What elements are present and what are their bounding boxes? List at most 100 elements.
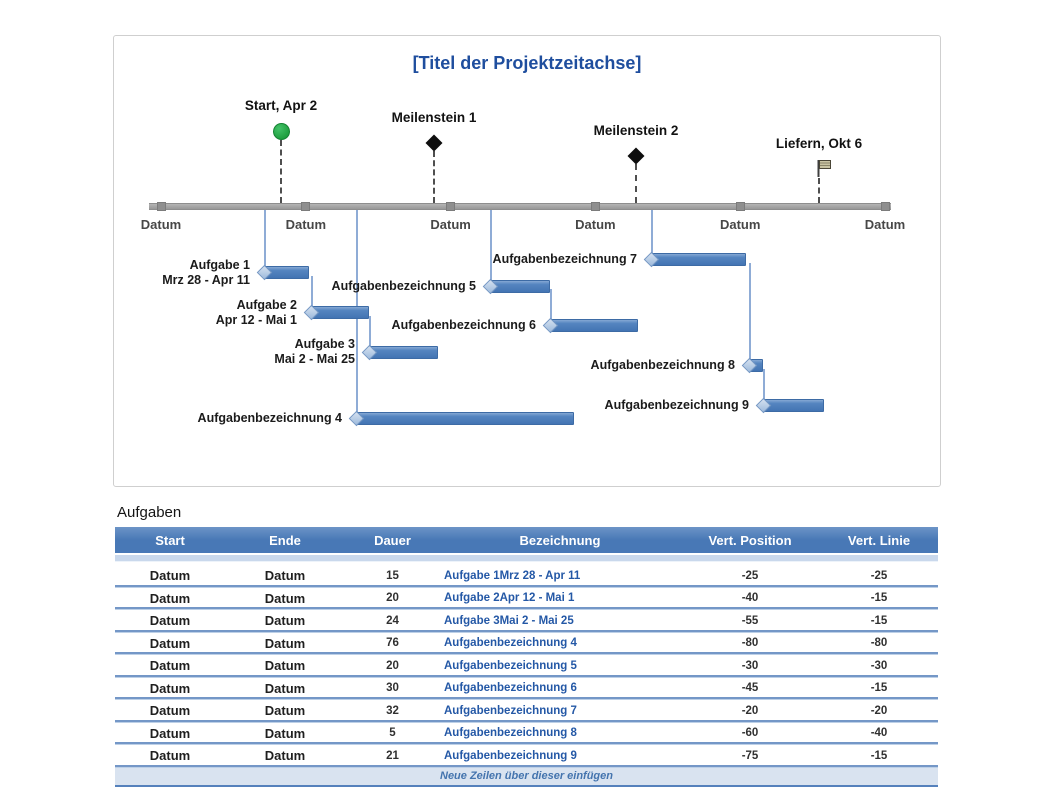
cell-task-name[interactable]: Aufgabenbezeichnung 8 <box>440 722 680 745</box>
cell-vert-position[interactable]: -80 <box>680 632 820 655</box>
axis-date-label: Datum <box>430 217 471 232</box>
cell-end-date[interactable]: Datum <box>225 744 345 768</box>
cell-start-date[interactable]: Datum <box>115 632 225 655</box>
table-row: Datum Datum 76 Aufgabenbezeichnung 4 -80 -80 <box>115 632 938 655</box>
cell-vert-line[interactable]: -25 <box>820 565 938 588</box>
task-bar <box>651 253 746 266</box>
task-bar <box>369 345 438 359</box>
cell-task-name[interactable]: Aufgabe 1Mrz 28 - Apr 11 <box>440 565 680 588</box>
cell-duration[interactable]: 32 <box>345 699 440 723</box>
table-heading: Aufgaben <box>117 504 182 521</box>
cell-start-date[interactable]: Datum <box>115 744 225 768</box>
task-connector-line <box>489 209 492 286</box>
table-row: Datum Datum 21 Aufgabenbezeichnung 9 -75 -15 <box>115 744 938 768</box>
table-row: Datum Datum 15 Aufgabe 1Mrz 28 - Apr 11 -25-… <box>115 565 938 588</box>
cell-vert-position[interactable]: -25 <box>680 565 820 588</box>
cell-duration[interactable]: 30 <box>345 677 440 700</box>
milestone-label: Meilenstein 2 <box>593 123 679 138</box>
cell-vert-position[interactable]: -75 <box>680 744 820 768</box>
cell-end-date[interactable]: Datum <box>225 632 345 655</box>
cell-vert-position[interactable]: -30 <box>680 654 820 678</box>
cell-task-name[interactable]: Aufgabenbezeichnung 5 <box>440 654 680 678</box>
cell-start-date[interactable]: Datum <box>115 609 225 633</box>
cell-vert-position[interactable]: -55 <box>680 609 820 633</box>
timeline-chart-panel: [Titel der Projektzeitachse] Start, Apr … <box>113 35 941 487</box>
cell-vert-position[interactable]: -60 <box>680 722 820 745</box>
cell-task-name[interactable]: Aufgabenbezeichnung 6 <box>440 677 680 700</box>
start-circle-icon <box>272 122 290 140</box>
cell-vert-line[interactable]: -15 <box>820 587 938 610</box>
chart-title: [Titel der Projektzeitachse] <box>412 53 642 73</box>
axis-date-label: Datum <box>140 217 182 232</box>
timeline-tick <box>590 202 600 211</box>
milestone-diamond-icon <box>425 134 443 152</box>
insert-rows-note[interactable]: Neue Zeilen über dieser einfügen <box>115 767 938 787</box>
cell-duration[interactable]: 20 <box>345 654 440 678</box>
cell-end-date[interactable]: Datum <box>225 722 345 745</box>
cell-start-date[interactable]: Datum <box>115 722 225 745</box>
cell-end-date[interactable]: Datum <box>225 587 345 610</box>
cell-vert-position[interactable]: -20 <box>680 699 820 723</box>
timeline-tick <box>301 202 311 211</box>
cell-duration[interactable]: 15 <box>345 565 440 588</box>
cell-start-date[interactable]: Datum <box>115 587 225 610</box>
table-footer-row: Neue Zeilen über dieser einfügen <box>115 767 938 787</box>
cell-task-name[interactable]: Aufgabe 3Mai 2 - Mai 25 <box>440 609 680 633</box>
col-header-ende: Ende <box>225 527 345 553</box>
timeline-tick <box>735 202 745 211</box>
task-label: Aufgabe 3 Mai 2 - Mai 25 <box>274 337 355 367</box>
cell-duration[interactable]: 76 <box>345 632 440 655</box>
cell-duration[interactable]: 20 <box>345 587 440 610</box>
milestone-label: Start, Apr 2 <box>244 98 318 113</box>
cell-vert-line[interactable]: -40 <box>820 722 938 745</box>
cell-vert-line[interactable]: -15 <box>820 744 938 768</box>
timeline-axis <box>149 203 891 210</box>
cell-end-date[interactable]: Datum <box>225 565 345 588</box>
task-bar <box>490 279 550 293</box>
deliver-flag-icon <box>815 159 833 179</box>
cell-start-date[interactable]: Datum <box>115 699 225 723</box>
cell-end-date[interactable]: Datum <box>225 654 345 678</box>
cell-end-date[interactable]: Datum <box>225 677 345 700</box>
task-label: Aufgabenbezeichnung 8 <box>590 358 735 372</box>
cell-start-date[interactable]: Datum <box>115 677 225 700</box>
cell-task-name[interactable]: Aufgabenbezeichnung 9 <box>440 744 680 768</box>
milestone-label: Meilenstein 1 <box>391 110 477 125</box>
cell-vert-line[interactable]: -15 <box>820 609 938 633</box>
tasks-table-section: Aufgaben Start Ende Dauer Bezeichnung Ve… <box>115 503 938 787</box>
cell-duration[interactable]: 21 <box>345 744 440 768</box>
cell-vert-line[interactable]: -30 <box>820 654 938 678</box>
cell-task-name[interactable]: Aufgabe 2Apr 12 - Mai 1 <box>440 587 680 610</box>
timeline-tick <box>156 202 166 211</box>
axis-date-label: Datum <box>719 217 761 232</box>
cell-duration[interactable]: 5 <box>345 722 440 745</box>
milestone-leader-line <box>433 151 435 203</box>
task-label: Aufgabenbezeichnung 4 <box>197 411 342 425</box>
milestone-leader-line <box>280 140 282 203</box>
cell-task-name[interactable]: Aufgabenbezeichnung 4 <box>440 632 680 655</box>
cell-task-name[interactable]: Aufgabenbezeichnung 7 <box>440 699 680 723</box>
task-connector-line <box>762 368 765 406</box>
task-label: Aufgabe 2 Apr 12 - Mai 1 <box>215 297 297 327</box>
timeline-tick <box>880 202 890 211</box>
col-header-vert-position: Vert. Position <box>680 527 820 553</box>
task-label: Aufgabenbezeichnung 7 <box>492 252 637 266</box>
cell-vert-line[interactable]: -20 <box>820 699 938 723</box>
cell-start-date[interactable]: Datum <box>115 565 225 588</box>
task-label: Aufgabenbezeichnung 5 <box>331 278 476 293</box>
cell-end-date[interactable]: Datum <box>225 609 345 633</box>
cell-vert-line[interactable]: -15 <box>820 677 938 700</box>
milestone-leader-line <box>818 178 820 203</box>
table-row: Datum Datum 20 Aufgabe 2Apr 12 - Mai 1 -40 -1… <box>115 587 938 610</box>
task-connector-line <box>650 209 653 260</box>
cell-end-date[interactable]: Datum <box>225 699 345 723</box>
cell-duration[interactable]: 24 <box>345 609 440 633</box>
cell-vert-position[interactable]: -45 <box>680 677 820 700</box>
cell-vert-position[interactable]: -40 <box>680 587 820 610</box>
table-row: Datum Datum 24 Aufgabe 3Mai 2 - Mai 25 -55 -1… <box>115 609 938 633</box>
cell-start-date[interactable]: Datum <box>115 654 225 678</box>
task-label: Aufgabenbezeichnung 9 <box>604 397 749 412</box>
table-row: Datum Datum 30 Aufgabenbezeichnung 6 -45 -15 <box>115 677 938 700</box>
cell-vert-line[interactable]: -80 <box>820 632 938 655</box>
